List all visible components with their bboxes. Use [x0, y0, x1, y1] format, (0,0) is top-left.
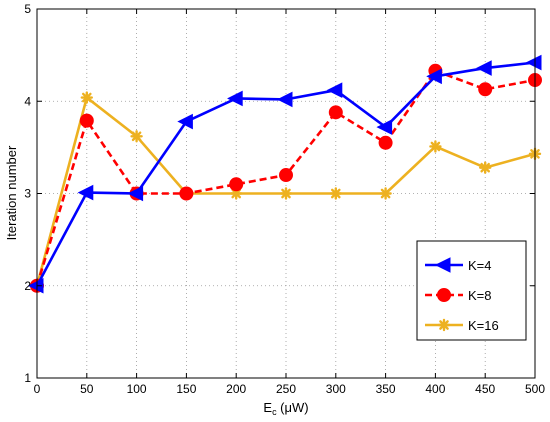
data-point: [379, 187, 392, 200]
data-point: [378, 135, 393, 150]
data-point: [79, 113, 94, 128]
x-tick-label: 400: [425, 382, 445, 396]
legend-label: K=8: [468, 288, 492, 303]
x-tick-label: 500: [525, 382, 545, 396]
data-point: [27, 277, 44, 294]
data-point: [476, 60, 492, 76]
x-tick-label: 200: [226, 382, 246, 396]
x-axis-label-unit: (μW): [277, 400, 309, 415]
data-point: [229, 177, 244, 192]
data-point: [479, 161, 492, 174]
y-axis-label: Iteration number: [4, 145, 19, 240]
x-tick-label: 50: [80, 382, 94, 396]
data-point: [426, 68, 442, 85]
x-tick-label: 100: [127, 382, 147, 396]
x-tick-label: 0: [34, 382, 41, 396]
data-point: [127, 185, 144, 202]
data-point: [376, 119, 393, 135]
x-tick-label: 350: [376, 382, 396, 396]
series-k-8: [30, 63, 542, 293]
data-point: [229, 187, 243, 200]
legend-label: K=4: [468, 258, 492, 273]
y-tick-label: 2: [24, 279, 31, 293]
data-point: [525, 54, 542, 71]
data-point: [328, 105, 343, 120]
legend: K=4 K=8 K=16: [416, 240, 527, 341]
x-axis: 0 50 100 150 200 250 300 350 400 450 500: [34, 9, 545, 396]
legend-marker: [437, 318, 451, 332]
legend-box: [416, 240, 527, 341]
x-axis-label-subscript: c: [272, 407, 277, 417]
x-tick-label: 150: [176, 382, 196, 396]
data-point: [80, 91, 94, 104]
y-tick-label: 1: [24, 371, 31, 385]
legend-item: K=8: [425, 288, 492, 303]
data-point: [478, 82, 493, 97]
data-point: [177, 113, 193, 130]
x-tick-label: 450: [475, 382, 495, 396]
legend-item: K=4: [425, 257, 492, 273]
x-tick-label: 300: [326, 382, 346, 396]
y-tick-label: 5: [24, 2, 31, 16]
legend-item: K=16: [425, 318, 499, 333]
data-point: [276, 91, 293, 108]
x-axis-label: Ec (μW): [263, 400, 308, 417]
y-axis: 1 2 3 4 5: [24, 2, 535, 385]
data-point: [279, 168, 293, 183]
data-point: [326, 82, 343, 98]
legend-marker: [437, 288, 451, 302]
data-point: [77, 184, 94, 201]
series-k-4: [27, 54, 542, 294]
legend-marker: [434, 257, 451, 273]
data-point: [329, 187, 342, 200]
data-point: [279, 187, 293, 200]
data-point: [179, 186, 194, 201]
legend-label: K=16: [468, 318, 499, 333]
data-point: [227, 90, 243, 107]
data-point: [429, 140, 442, 153]
y-tick-label: 3: [24, 187, 31, 201]
data-point: [130, 130, 143, 143]
x-tick-label: 250: [276, 382, 296, 396]
series-layer: [27, 54, 542, 294]
y-tick-label: 4: [24, 94, 31, 108]
